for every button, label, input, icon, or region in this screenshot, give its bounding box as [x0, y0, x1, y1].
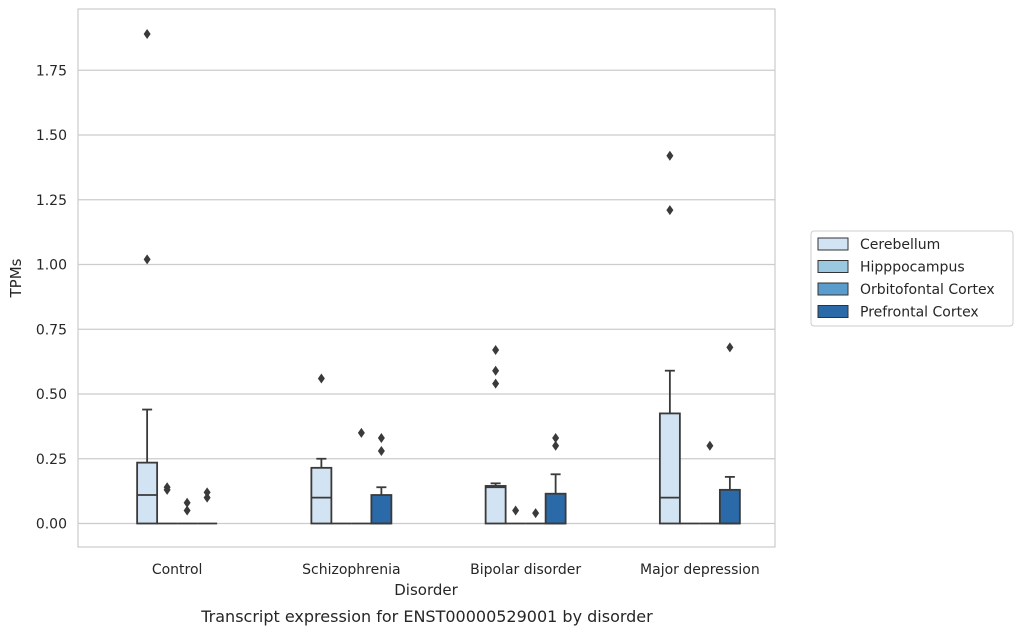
outlier-point: [552, 433, 560, 444]
legend-swatch: [817, 260, 849, 273]
outlier-point: [492, 344, 500, 355]
outlier-point: [726, 342, 734, 353]
grid-lines: [78, 69, 775, 525]
box-hipppocampus: [505, 505, 526, 525]
box-orbitofontal-cortex: [177, 497, 198, 525]
legend-label: Cerebellum: [860, 237, 940, 253]
box-hipppocampus: [157, 482, 178, 525]
y-tick-label: 0.25: [36, 452, 67, 468]
chart-caption: Transcript expression for ENST0000052900…: [200, 607, 653, 626]
outlier-point: [143, 28, 151, 39]
box-prefrontal-cortex: [544, 433, 567, 525]
outlier-point: [666, 150, 674, 161]
box-prefrontal-cortex: [197, 487, 218, 525]
x-tick-label: Control: [152, 562, 203, 578]
outlier-point: [377, 433, 385, 444]
box-cerebellum: [484, 344, 507, 525]
outlier-point: [706, 440, 714, 451]
y-tick-label: 1.00: [36, 258, 67, 274]
outlier-point: [317, 373, 325, 384]
y-tick-labels: 0.00 0.25 0.50 0.75 1.00 1.25 1.50 1.75: [36, 63, 67, 532]
y-tick-label: 0.50: [36, 387, 67, 403]
legend-label: Orbitofontal Cortex: [860, 282, 995, 298]
box-prefrontal-cortex: [718, 342, 741, 525]
outlier-point: [532, 508, 540, 519]
outlier-point: [183, 497, 191, 508]
legend-label: Prefrontal Cortex: [860, 305, 979, 321]
outlier-point: [357, 427, 365, 438]
box-orbitofontal-cortex: [525, 508, 546, 525]
box-body: [310, 466, 333, 525]
outlier-point: [143, 254, 151, 265]
plot-frame: [77, 8, 776, 548]
legend-label: Hipppocampus: [860, 260, 965, 276]
y-axis-label: TPMs: [7, 258, 25, 298]
outlier-point: [163, 482, 171, 493]
outlier-point: [183, 505, 191, 516]
y-tick-label: 0.00: [36, 517, 67, 533]
y-tick-label: 0.75: [36, 322, 67, 338]
outlier-point: [203, 487, 211, 498]
outlier-point: [203, 492, 211, 503]
outlier-point: [512, 505, 520, 516]
box-orbitofontal-cortex: [351, 427, 372, 525]
x-tick-label: Schizophrenia: [302, 562, 400, 578]
outlier-point: [492, 378, 500, 389]
box-body: [718, 488, 741, 525]
outlier-point: [552, 440, 560, 451]
box-body: [136, 461, 159, 525]
box-cerebellum: [136, 28, 159, 525]
box-prefrontal-cortex: [370, 433, 393, 525]
y-tick-label: 1.25: [36, 193, 67, 209]
box-body: [658, 412, 681, 525]
legend-swatch: [817, 305, 849, 318]
x-tick-label: Bipolar disorder: [470, 562, 581, 578]
box-cerebellum: [310, 373, 333, 525]
y-tick-label: 1.50: [36, 128, 67, 144]
outlier-point: [492, 365, 500, 376]
legend-swatch: [817, 282, 849, 296]
x-axis-label: Disorder: [394, 581, 458, 599]
box-orbitofontal-cortex: [699, 440, 720, 525]
outlier-point: [666, 205, 674, 216]
x-tick-label: Major depression: [640, 562, 760, 578]
box-body: [544, 492, 567, 525]
box-cerebellum: [658, 150, 681, 525]
legend-frame: [810, 230, 1014, 327]
legend: Cerebellum Hipppocampus Orbitofontal Corte…: [810, 230, 1014, 327]
box-body: [484, 485, 507, 525]
y-tick-label: 1.75: [36, 63, 67, 79]
x-tick-labels: Control Schizophrenia Bipolar disorder Majo…: [152, 562, 760, 578]
legend-swatch: [817, 237, 849, 251]
box-body: [370, 494, 393, 525]
outlier-point: [377, 445, 385, 456]
box-plot-series: [136, 28, 741, 525]
